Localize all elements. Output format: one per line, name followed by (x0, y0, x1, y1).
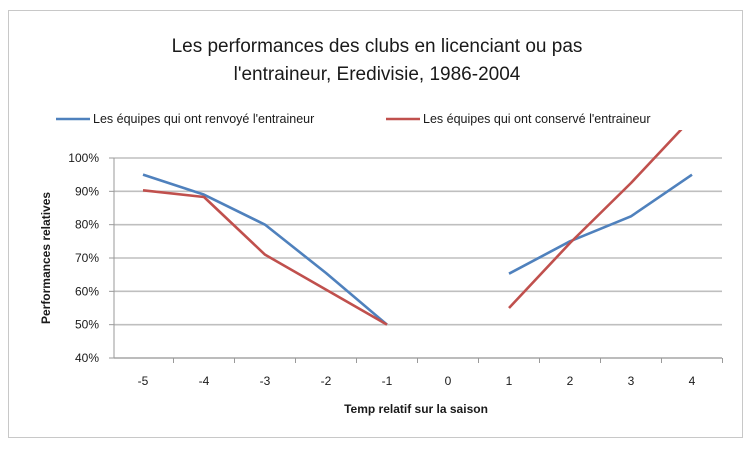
y-tick-label: 60% (75, 284, 99, 298)
series-line-2-segment-1 (142, 189, 388, 326)
legend-label-1: Les équipes qui ont renvoyé l'entraineur (93, 112, 314, 126)
x-tick-label: -4 (199, 374, 210, 388)
x-axis-label: Temp relatif sur la saison (344, 402, 488, 416)
legend-label-2: Les équipes qui ont conservé l'entraineu… (423, 112, 651, 126)
chart-title-line-1: Les performances des clubs en licenciant… (172, 36, 583, 57)
gridlines (114, 157, 722, 359)
y-tick-label: 80% (75, 218, 99, 232)
x-tick-label: -5 (138, 374, 149, 388)
x-tick-label: -3 (260, 374, 271, 388)
x-tick-label: 2 (567, 374, 574, 388)
y-tick-labels: 40% 50% 60% 70% 80% 90% 100% (68, 151, 99, 365)
y-axis-label: Performances relatives (39, 192, 53, 324)
y-tick-label: 50% (75, 318, 99, 332)
y-tick-label: 70% (75, 251, 99, 265)
y-tick-label: 90% (75, 184, 99, 198)
series-lines (142, 130, 693, 326)
x-tick-label: -2 (321, 374, 332, 388)
y-tick-label: 100% (68, 151, 99, 165)
x-tick-label: 1 (506, 374, 513, 388)
series-line-2-segment-2 (508, 130, 683, 309)
chart-title-line-2: l'entraineur, Eredivisie, 1986-2004 (234, 64, 521, 85)
x-tick-label: 0 (445, 374, 452, 388)
series-line-1-segment-2 (508, 173, 693, 275)
series-line-1-segment-1 (142, 173, 388, 326)
x-tick-label: 4 (689, 374, 696, 388)
x-tick-label: -1 (382, 374, 393, 388)
y-tick-label: 40% (75, 351, 99, 365)
axes (109, 157, 723, 363)
x-tick-labels: -5 -4 -3 -2 -1 0 1 2 3 4 (138, 374, 696, 388)
legend: Les équipes qui ont renvoyé l'entraineur… (56, 112, 651, 126)
x-tick-label: 3 (628, 374, 635, 388)
